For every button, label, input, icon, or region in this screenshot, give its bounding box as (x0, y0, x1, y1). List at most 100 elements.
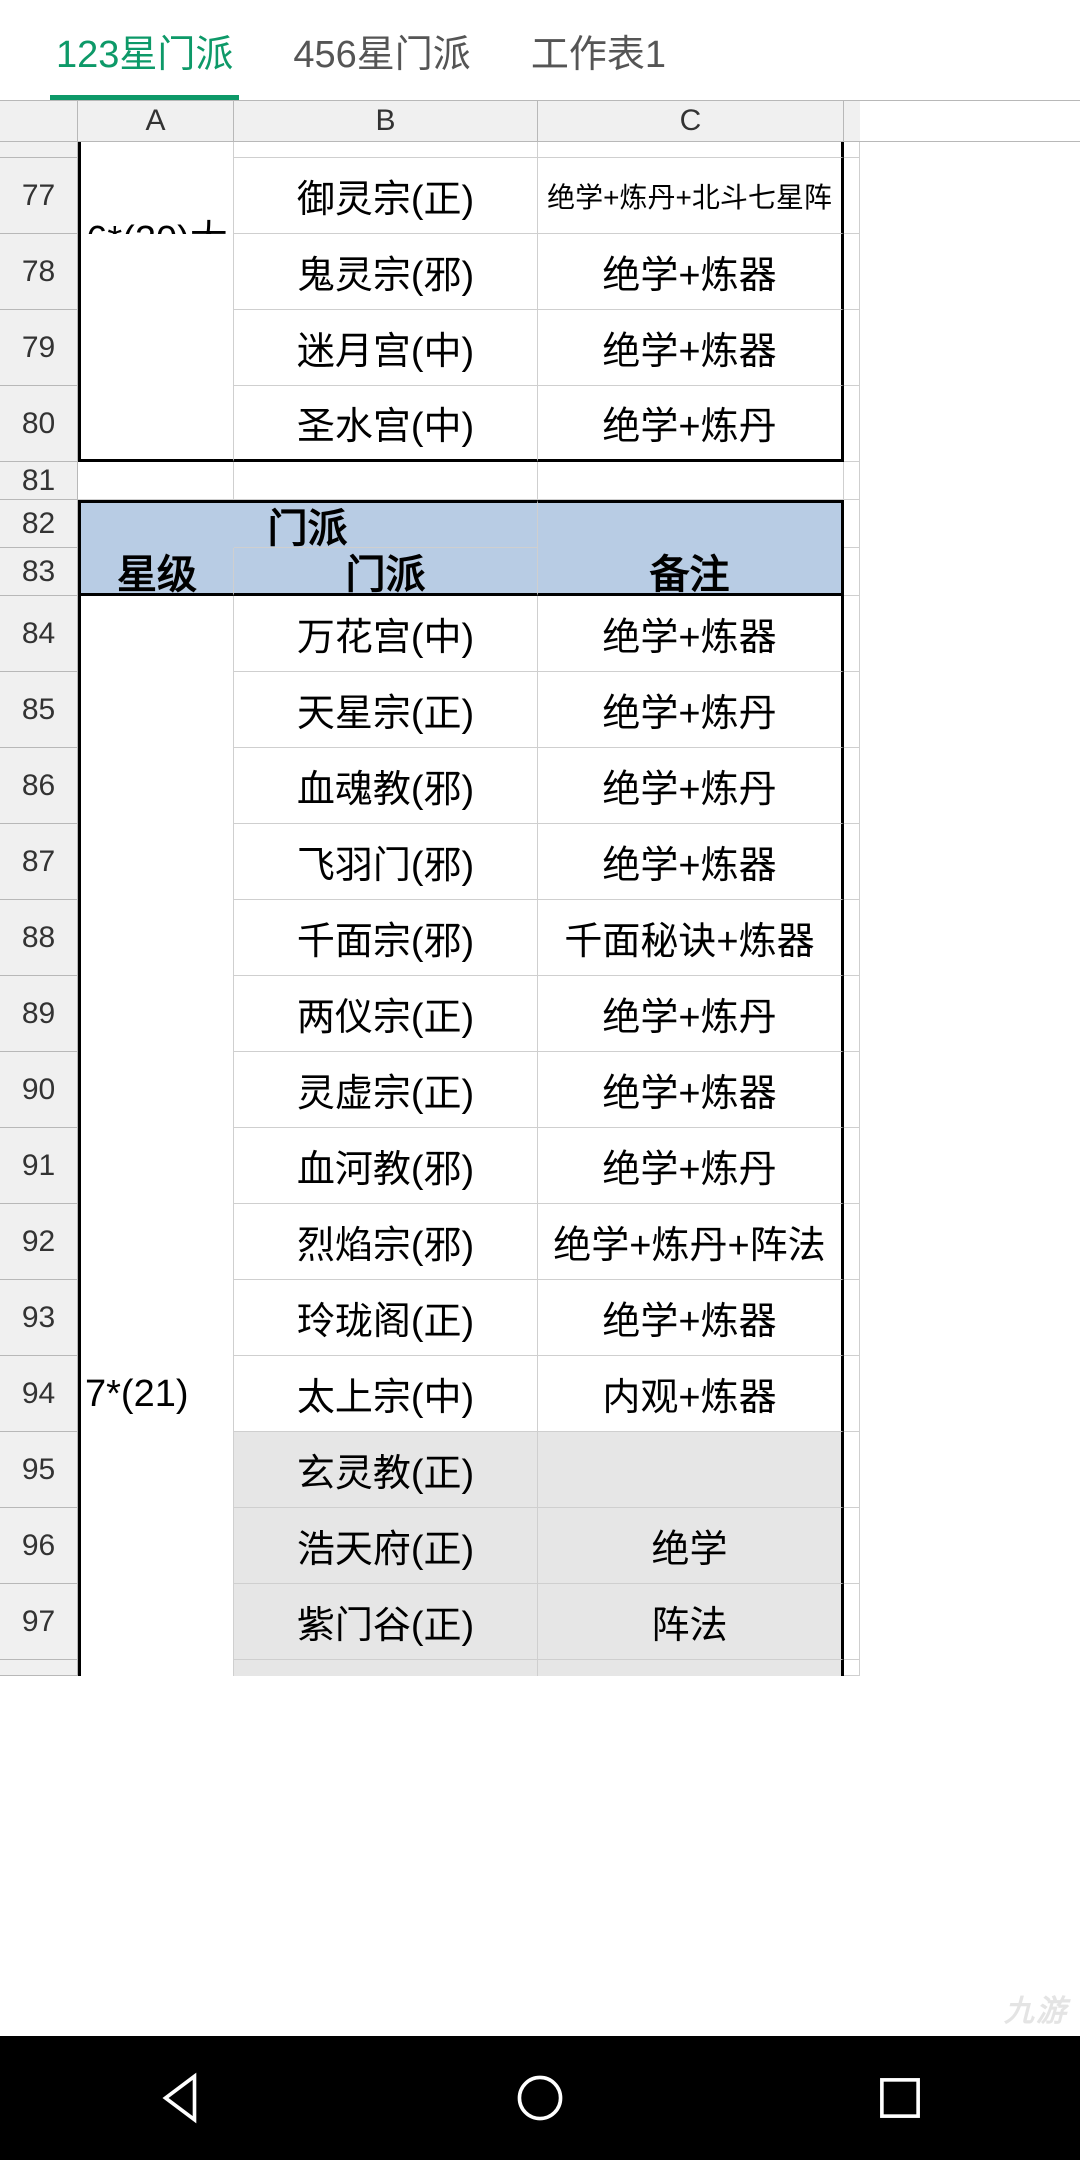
cell-C-partial[interactable] (538, 142, 844, 158)
cell-A-partial[interactable] (78, 142, 234, 158)
cell-A81[interactable] (78, 462, 234, 500)
cell-D79[interactable] (844, 310, 860, 386)
cell-D78[interactable] (844, 234, 860, 310)
row-header-sliver[interactable] (0, 1660, 78, 1676)
cell-B80[interactable]: 圣水宫(中) (234, 386, 538, 462)
row-header-86[interactable]: 86 (0, 748, 78, 824)
cell-C95[interactable] (538, 1432, 844, 1508)
cell-B86[interactable]: 血魂教(邪) (234, 748, 538, 824)
cell-D82[interactable] (844, 500, 860, 548)
cell-C85[interactable]: 绝学+炼丹 (538, 672, 844, 748)
row-header-87[interactable]: 87 (0, 824, 78, 900)
row-header-91[interactable]: 91 (0, 1128, 78, 1204)
cell-C84[interactable]: 绝学+炼器 (538, 596, 844, 672)
cell-C94[interactable]: 内观+炼器 (538, 1356, 844, 1432)
cell-A79[interactable] (78, 310, 234, 386)
cell-B-partial[interactable] (234, 142, 538, 158)
cell-A85[interactable] (78, 672, 234, 748)
cell-C82[interactable] (538, 500, 844, 548)
row-header-79[interactable]: 79 (0, 310, 78, 386)
cell-A86[interactable] (78, 748, 234, 824)
cell-D84[interactable] (844, 596, 860, 672)
cell-C91[interactable]: 绝学+炼丹 (538, 1128, 844, 1204)
cell-B92[interactable]: 烈焰宗(邪) (234, 1204, 538, 1280)
cell-A89[interactable] (78, 976, 234, 1052)
cell-B95[interactable]: 玄灵教(正) (234, 1432, 538, 1508)
cell-B88[interactable]: 千面宗(邪) (234, 900, 538, 976)
cell-A91[interactable] (78, 1128, 234, 1204)
cell-B82[interactable]: 门派 (234, 500, 538, 548)
cell-C93[interactable]: 绝学+炼器 (538, 1280, 844, 1356)
cell-B94[interactable]: 太上宗(中) (234, 1356, 538, 1432)
cell-A95[interactable] (78, 1432, 234, 1508)
cell-D81[interactable] (844, 462, 860, 500)
row-header-82[interactable]: 82 (0, 500, 78, 548)
cell-A78[interactable] (78, 234, 234, 310)
cell-A94[interactable]: 7*(21) (78, 1356, 234, 1432)
cell-A80[interactable] (78, 386, 234, 462)
cell-D77[interactable] (844, 158, 860, 234)
cell-B93[interactable]: 玲珑阁(正) (234, 1280, 538, 1356)
cell-C78[interactable]: 绝学+炼器 (538, 234, 844, 310)
row-header-93[interactable]: 93 (0, 1280, 78, 1356)
home-icon[interactable] (511, 2069, 569, 2127)
cell-B84[interactable]: 万花宫(中) (234, 596, 538, 672)
cell-D-partial[interactable] (844, 142, 860, 158)
row-header-83[interactable]: 83 (0, 548, 78, 596)
cell-C79[interactable]: 绝学+炼器 (538, 310, 844, 386)
col-header-D[interactable] (844, 101, 860, 141)
cell-D86[interactable] (844, 748, 860, 824)
row-header-95[interactable]: 95 (0, 1432, 78, 1508)
cell-B83[interactable]: 门派 (234, 548, 538, 596)
cell-C77[interactable]: 绝学+炼丹+北斗七星阵 (538, 158, 844, 234)
row-header-97[interactable]: 97 (0, 1584, 78, 1660)
cell-D88[interactable] (844, 900, 860, 976)
row-header-92[interactable]: 92 (0, 1204, 78, 1280)
cell-C89[interactable]: 绝学+炼丹 (538, 976, 844, 1052)
cell-A90[interactable] (78, 1052, 234, 1128)
cell-B96[interactable]: 浩天府(正) (234, 1508, 538, 1584)
cell-A84[interactable] (78, 596, 234, 672)
cell-A82[interactable] (78, 500, 234, 548)
row-header-84[interactable]: 84 (0, 596, 78, 672)
cell-C88[interactable]: 千面秘诀+炼器 (538, 900, 844, 976)
row-header-77[interactable]: 77 (0, 158, 78, 234)
cell-C92[interactable]: 绝学+炼丹+阵法 (538, 1204, 844, 1280)
row-header-89[interactable]: 89 (0, 976, 78, 1052)
cell-A83[interactable]: 星级 (78, 548, 234, 596)
cell-C96[interactable]: 绝学 (538, 1508, 844, 1584)
cell-C-sliver[interactable] (538, 1660, 844, 1676)
cell-B89[interactable]: 两仪宗(正) (234, 976, 538, 1052)
cell-C90[interactable]: 绝学+炼器 (538, 1052, 844, 1128)
cell-B78[interactable]: 鬼灵宗(邪) (234, 234, 538, 310)
cell-D92[interactable] (844, 1204, 860, 1280)
cell-A77[interactable]: 6*(20)大乘1-4 (78, 158, 234, 234)
cell-B87[interactable]: 飞羽门(邪) (234, 824, 538, 900)
tab-sheet1[interactable]: 工作表1 (525, 0, 672, 100)
cell-B90[interactable]: 灵虚宗(正) (234, 1052, 538, 1128)
cell-D-sliver[interactable] (844, 1660, 860, 1676)
cell-A87[interactable] (78, 824, 234, 900)
row-header-96[interactable]: 96 (0, 1508, 78, 1584)
cell-C80[interactable]: 绝学+炼丹 (538, 386, 844, 462)
cell-B85[interactable]: 天星宗(正) (234, 672, 538, 748)
cell-D83[interactable] (844, 548, 860, 596)
cell-B81[interactable] (234, 462, 538, 500)
cell-B97[interactable]: 紫门谷(正) (234, 1584, 538, 1660)
cell-D91[interactable] (844, 1128, 860, 1204)
back-icon[interactable] (151, 2069, 209, 2127)
spreadsheet-grid[interactable]: A B C 77 6*(20)大乘1-4 御灵宗(正) 绝学+炼丹+北斗七星阵 … (0, 100, 1080, 1676)
row-header-90[interactable]: 90 (0, 1052, 78, 1128)
cell-D85[interactable] (844, 672, 860, 748)
cell-A96[interactable] (78, 1508, 234, 1584)
cell-A88[interactable] (78, 900, 234, 976)
tab-123-star[interactable]: 123星门派 (50, 0, 239, 100)
cell-A-sliver[interactable] (78, 1660, 234, 1676)
col-header-B[interactable]: B (234, 101, 538, 141)
row-header-partial[interactable] (0, 142, 78, 158)
select-all-corner[interactable] (0, 101, 78, 141)
cell-D93[interactable] (844, 1280, 860, 1356)
cell-D90[interactable] (844, 1052, 860, 1128)
cell-B-sliver[interactable] (234, 1660, 538, 1676)
tab-456-star[interactable]: 456星门派 (287, 0, 476, 100)
